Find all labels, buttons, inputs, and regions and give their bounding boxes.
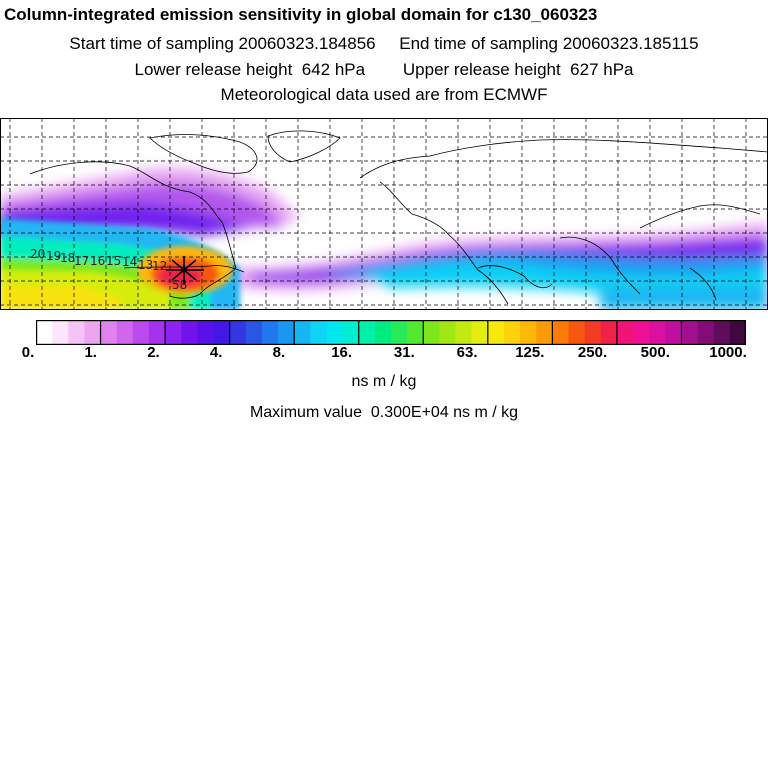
colorbar-cell — [100, 320, 118, 345]
colorbar-cell — [197, 320, 215, 345]
colorbar-tick-label: 16. — [331, 344, 353, 361]
colorbar-cell — [181, 320, 198, 345]
colorbar-cell — [649, 320, 666, 345]
colorbar-cell — [278, 320, 295, 345]
sensitivity-map: 20 19 18 17 16 15 14 13 12 58 — [0, 118, 768, 310]
colorbar-cell — [326, 320, 344, 345]
colorbar-cell — [600, 320, 618, 345]
colorbar-cell — [358, 320, 376, 345]
day-label-16: 16 — [90, 254, 105, 268]
colorbar-cell — [568, 320, 586, 345]
upper-release-height: Upper release height 627 hPa — [402, 60, 634, 79]
day-label-15: 15 — [106, 254, 121, 268]
colorbar-cell — [536, 320, 553, 345]
colorbar-cell — [729, 320, 746, 345]
colorbar-cell — [52, 320, 69, 345]
colorbar-cell — [423, 320, 441, 345]
colorbar-cell — [407, 320, 424, 345]
plume-band — [230, 222, 768, 310]
colorbar-tick-label: 1. — [84, 344, 97, 361]
met-data-source: Meteorological data used are from ECMWF — [220, 85, 548, 104]
colorbar-cell — [633, 320, 650, 345]
colorbar-tick-label: 31. — [393, 344, 415, 361]
day-label-14: 14 — [122, 255, 137, 269]
colorbar-cell — [342, 320, 360, 345]
colorbar-tick-label: 0. — [21, 344, 35, 361]
colorbar-cell — [503, 320, 521, 345]
colorbar-cell — [245, 320, 263, 345]
colorbar-cell — [84, 320, 102, 345]
colorbar-cell — [520, 320, 537, 345]
colorbar-cell — [713, 320, 731, 345]
colorbar-cell — [310, 320, 328, 345]
day-label-12: 12 — [152, 259, 167, 273]
sampling-times: Start time of sampling 20060323.184856 E… — [0, 34, 768, 54]
colorbar-cell — [439, 320, 457, 345]
colorbar-cell — [294, 320, 311, 345]
coastlines — [29, 130, 768, 305]
colorbar-cell — [697, 320, 715, 345]
colorbar-tick-label: 63. — [456, 344, 478, 361]
colorbar-cell — [229, 320, 247, 345]
colorbar-cell — [148, 320, 166, 345]
colorbar-tick-label: 500. — [640, 344, 670, 361]
day-label-17: 17 — [74, 254, 89, 268]
colorbar-cell — [213, 320, 231, 345]
colorbar-tick-label: 1000. — [709, 344, 747, 361]
colorbar-tick-label: 4. — [209, 344, 223, 361]
colorbar-cell — [261, 320, 279, 345]
day-label-13: 13 — [138, 258, 153, 272]
colorbar-cell — [616, 320, 634, 345]
colorbar-cell — [487, 320, 505, 345]
lower-release-height: Lower release height 642 hPa — [134, 60, 366, 79]
plume-north — [0, 167, 300, 236]
graticule — [0, 118, 768, 310]
colorbar-unit: ns m / kg — [351, 373, 417, 390]
colorbar-cell — [132, 320, 150, 345]
release-heights: Lower release height 642 hPa Upper relea… — [0, 60, 768, 80]
colorbar-tick-label: 250. — [577, 344, 608, 361]
colorbar-tick-label: 2. — [147, 344, 160, 361]
colorbar-cell — [36, 320, 53, 345]
colorbar-cell — [471, 320, 489, 345]
colorbar-tick-label: 125. — [515, 344, 545, 361]
colorbar-cell — [584, 320, 602, 345]
trajectory-labels: 20 19 18 17 16 15 14 13 12 58 — [30, 247, 187, 292]
colorbar-cell — [116, 320, 134, 345]
release-label: 58 — [172, 278, 187, 292]
end-time: End time of sampling 20060323.185115 — [399, 34, 699, 53]
day-label-20: 20 — [30, 247, 45, 261]
colorbar-cell — [665, 320, 683, 345]
colorbar-cell — [455, 320, 473, 345]
release-marker — [166, 256, 204, 284]
plot-title: Column-integrated emission sensitivity i… — [4, 5, 598, 24]
start-time: Start time of sampling 20060323.184856 — [69, 34, 376, 53]
colorbar-cell — [68, 320, 86, 345]
colorbar-cell — [681, 320, 699, 345]
maximum-value: Maximum value 0.300E+04 ns m / kg — [249, 404, 519, 421]
day-label-19: 19 — [46, 249, 61, 263]
colorbar-cell — [552, 320, 570, 345]
colorbar-dividers — [99, 320, 683, 345]
colorbar — [36, 320, 746, 345]
day-label-18: 18 — [60, 251, 75, 265]
colorbar-tick-label: 8. — [272, 344, 286, 361]
colorbar-cells — [36, 320, 746, 345]
colorbar-cell — [165, 320, 182, 345]
colorbar-cell — [374, 320, 392, 345]
colorbar-cell — [391, 320, 408, 345]
